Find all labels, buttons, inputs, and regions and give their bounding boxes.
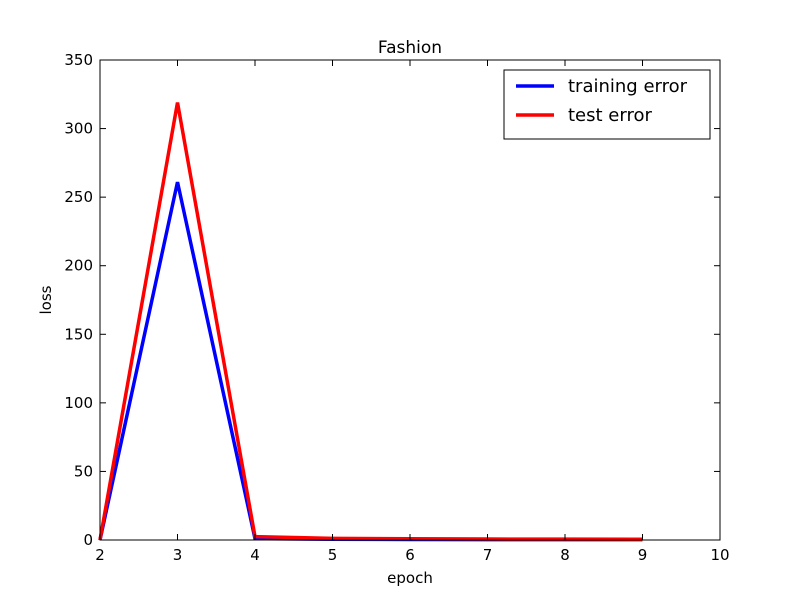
x-tick-label: 5: [328, 546, 338, 564]
x-tick-label: 8: [560, 546, 570, 564]
y-tick-label: 50: [74, 462, 93, 480]
x-axis-label: epoch: [387, 569, 433, 587]
x-tick-label: 4: [250, 546, 260, 564]
y-tick-label: 200: [64, 257, 93, 275]
series-line-1: [98, 102, 643, 542]
y-tick-label: 100: [64, 394, 93, 412]
y-tick-label: 300: [64, 120, 93, 138]
legend-label-0: training error: [568, 76, 688, 97]
y-tick-label: 150: [64, 325, 93, 343]
series-layer: [98, 102, 643, 542]
legend-label-1: test error: [568, 105, 652, 126]
legend-box: [503, 69, 711, 140]
y-axis-label: loss: [37, 285, 55, 314]
y-tick-label: 350: [64, 51, 93, 69]
x-tick-label: 6: [405, 546, 415, 564]
series-line-0: [98, 181, 643, 542]
x-tick-label: 2: [95, 546, 105, 564]
legend: training error test error: [503, 69, 711, 140]
x-tick-label: 3: [173, 546, 183, 564]
x-tick-label: 7: [483, 546, 493, 564]
x-tick-label: 9: [638, 546, 648, 564]
y-tick-label: 0: [83, 531, 93, 549]
chart-title: Fashion: [378, 38, 442, 58]
y-tick-label: 250: [64, 188, 93, 206]
x-tick-label: 10: [710, 546, 729, 564]
